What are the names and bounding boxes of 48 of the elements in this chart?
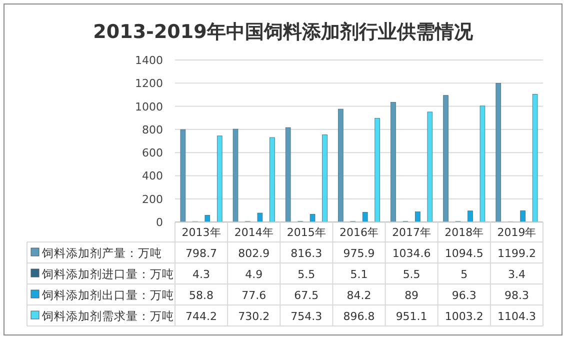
data-label: 1094.5	[444, 247, 484, 260]
data-label: 754.3	[290, 310, 322, 323]
data-label: 802.9	[238, 247, 270, 260]
data-label: 5	[460, 268, 468, 281]
data-label: 77.6	[242, 289, 266, 302]
data-label: 816.3	[290, 247, 322, 260]
data-label: 975.9	[343, 247, 375, 260]
x-tick-label: 2014年	[234, 226, 274, 239]
data-label: 4.3	[192, 268, 210, 281]
y-tick-label: 200	[142, 192, 163, 206]
data-label: 1104.3	[497, 310, 536, 323]
x-tick-label: 2016年	[340, 226, 378, 239]
y-tick-label: 1000	[135, 100, 163, 114]
x-tick-label: 2013年	[182, 226, 221, 239]
x-tick-label: 2015年	[286, 226, 326, 239]
data-label: 3.4	[508, 268, 526, 281]
data-label: 5.5	[298, 268, 316, 281]
data-label: 5.5	[402, 268, 420, 281]
y-tick-label: 800	[142, 123, 163, 136]
y-tick-label: 0	[156, 216, 163, 229]
data-label: 1003.2	[444, 310, 484, 323]
data-label: 98.3	[504, 289, 529, 302]
data-label: 89	[404, 289, 419, 302]
data-label: 744.2	[186, 310, 218, 323]
x-tick-label: 2019年	[497, 226, 536, 239]
data-label: 4.9	[245, 268, 263, 281]
data-label: 896.8	[343, 310, 375, 323]
legend-label: 饲料添加剂出口量：万吨	[41, 288, 174, 302]
data-label: 1034.6	[392, 247, 431, 260]
data-label: 58.8	[189, 289, 214, 302]
data-label: 730.2	[238, 310, 270, 323]
data-label: 96.3	[452, 289, 476, 302]
legend-label: 饲料添加剂产量：万吨	[41, 246, 162, 260]
legend-label: 饲料添加剂需求量：万吨	[41, 309, 174, 323]
y-tick-label: 400	[142, 170, 163, 183]
chart-title: 2013-2019年中国饲料添加剂行业供需情况	[93, 21, 474, 43]
legend-label: 饲料添加剂进口量：万吨	[41, 267, 174, 281]
data-label: 1199.2	[497, 247, 536, 260]
data-label: 5.1	[350, 268, 368, 281]
y-tick-label: 600	[142, 146, 163, 160]
data-label: 67.5	[294, 289, 319, 302]
y-tick-label: 1400	[135, 54, 163, 67]
y-tick-label: 1200	[135, 77, 163, 90]
data-label: 84.2	[346, 289, 372, 302]
data-label: 951.1	[396, 310, 428, 323]
x-tick-label: 2017年	[392, 226, 432, 239]
x-tick-label: 2018年	[444, 226, 484, 239]
data-label: 798.7	[186, 247, 218, 260]
